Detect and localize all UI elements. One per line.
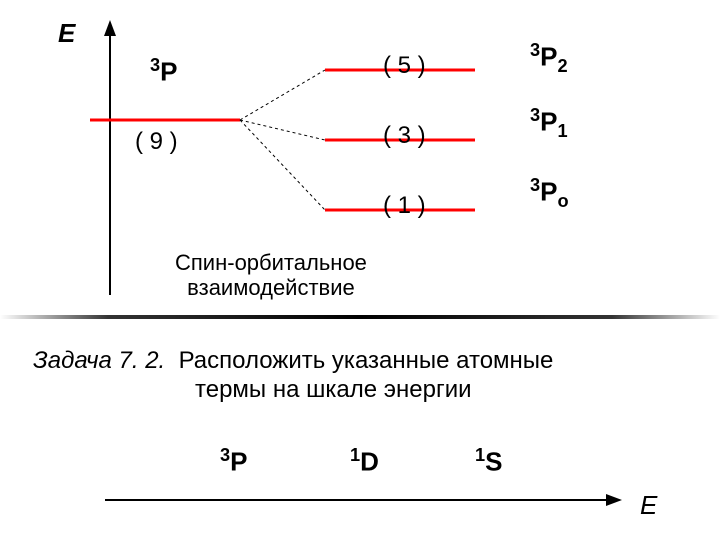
problem-line1: Расположить указанные атомные <box>179 347 554 374</box>
split-term-0: 3P2 <box>530 40 568 77</box>
parent-deg-label: ( 9 ) <box>135 128 178 156</box>
problem-term-2-main: S <box>485 447 502 477</box>
caption-line2: взаимодействие <box>175 275 367 300</box>
connector-2 <box>240 120 325 210</box>
divider-bar <box>0 315 720 319</box>
energy-axis-h-label: E <box>640 490 657 521</box>
energy-axis-h-arrowhead <box>606 494 622 506</box>
problem-term-2: 1S <box>475 445 502 478</box>
spin-orbit-caption: Спин-орбитальное взаимодействие <box>175 250 367 301</box>
energy-axis-label: E <box>58 18 75 49</box>
problem-term-1-main: D <box>360 447 379 477</box>
problem-term-1-sup: 1 <box>350 445 360 465</box>
problem-prefix: Задача 7. 2. <box>33 347 165 374</box>
split-term-2-main: P <box>540 177 557 207</box>
split-term-0-sub: 2 <box>557 56 567 76</box>
connector-1 <box>240 120 325 140</box>
split-term-1: 3P1 <box>530 105 568 142</box>
problem-term-0: 3P <box>220 445 247 478</box>
split-deg-2: ( 1 ) <box>383 192 426 220</box>
split-term-1-sub: 1 <box>557 121 567 141</box>
problem-term-1: 1D <box>350 445 379 478</box>
parent-term-label: 3P <box>150 55 177 88</box>
caption-line1: Спин-орбитальное <box>175 250 367 275</box>
figure-canvas: E 3P ( 9 ) ( 5 ) ( 3 ) ( 1 ) 3P2 3P1 3Po… <box>0 0 720 540</box>
split-term-1-sup: 3 <box>530 105 540 125</box>
split-deg-0: ( 5 ) <box>383 52 426 80</box>
parent-term-main: P <box>160 57 177 87</box>
split-deg-1: ( 3 ) <box>383 122 426 150</box>
problem-text: Задача 7. 2. Расположить указанные атомн… <box>33 345 553 376</box>
parent-term-sup: 3 <box>150 55 160 75</box>
split-term-2-sup: 3 <box>530 175 540 195</box>
split-term-1-main: P <box>540 107 557 137</box>
split-term-0-sup: 3 <box>530 40 540 60</box>
problem-term-0-main: P <box>230 447 247 477</box>
split-term-2: 3Po <box>530 175 569 212</box>
problem-term-0-sup: 3 <box>220 445 230 465</box>
problem-term-2-sup: 1 <box>475 445 485 465</box>
problem-line2: термы на шкале энергии <box>195 376 472 404</box>
energy-axis-arrowhead <box>104 20 116 36</box>
connector-0 <box>240 70 325 120</box>
split-term-0-main: P <box>540 42 557 72</box>
split-term-2-sub: o <box>557 191 568 211</box>
